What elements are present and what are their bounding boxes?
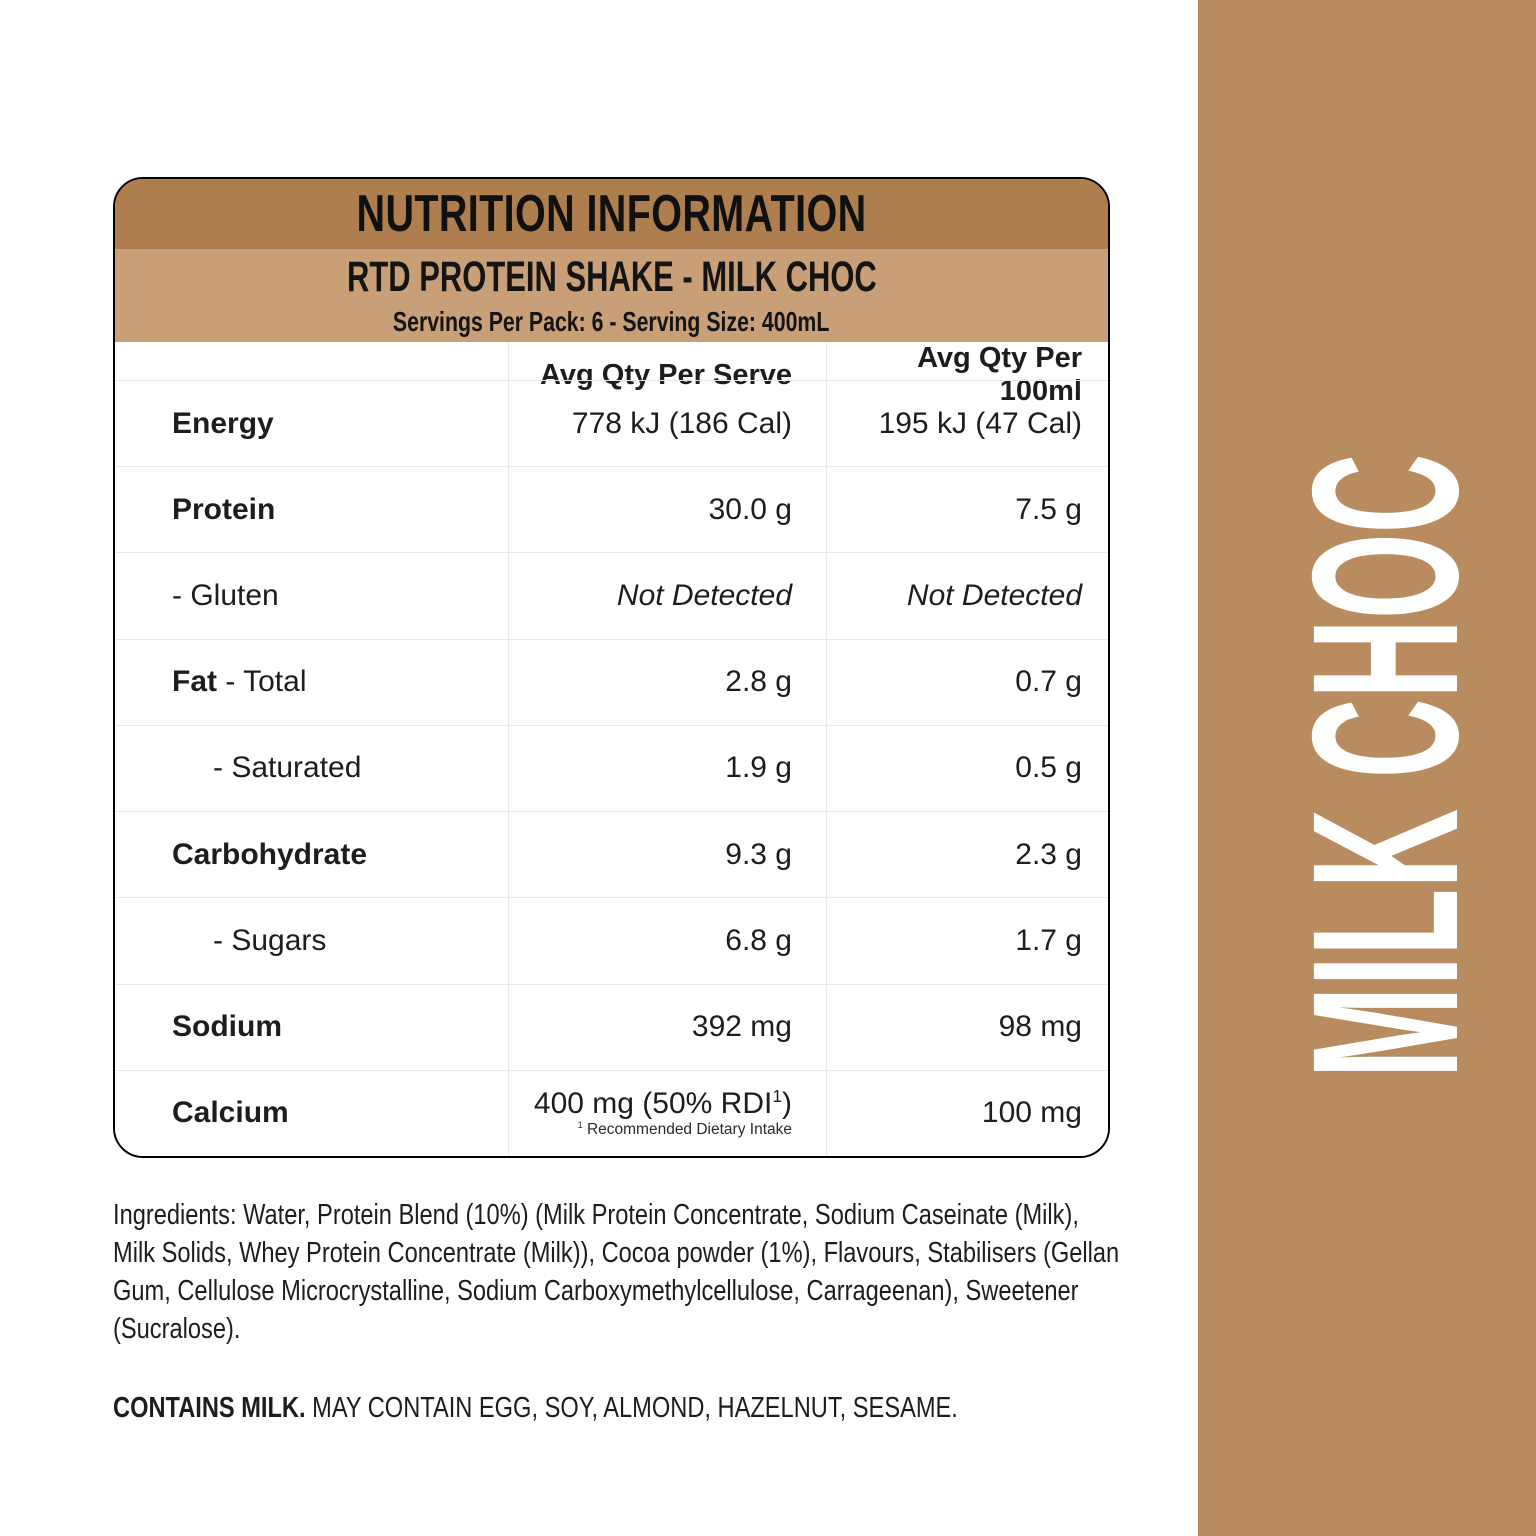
header-per-serve: Avg Qty Per Serve	[508, 342, 826, 408]
row-value-serve: 2.8 g	[508, 639, 826, 725]
product-band: RTD PROTEIN SHAKE - MILK CHOC Servings P…	[115, 249, 1108, 342]
row-value-100ml: 0.7 g	[826, 639, 1107, 725]
row-label: Protein	[172, 492, 276, 526]
table-row-carbohydrate: Carbohydrate 9.3 g 2.3 g	[115, 811, 1108, 898]
row-value-100ml: 100 mg	[826, 1070, 1107, 1156]
row-value-serve: 30.0 g	[508, 467, 826, 553]
servings-info: Servings Per Pack: 6 - Serving Size: 400…	[393, 306, 830, 337]
may-contain-text: MAY CONTAIN EGG, SOY, ALMOND, HAZELNUT, …	[305, 1392, 958, 1424]
footnote-text: Recommended Dietary Intake	[582, 1121, 792, 1139]
ingredients-text: Ingredients: Water, Protein Blend (10%) …	[113, 1199, 1120, 1345]
calcium-value: 400 mg (50% RDI1)	[533, 1086, 792, 1121]
row-label: - Gluten	[172, 579, 279, 613]
row-value-100ml: 2.3 g	[826, 812, 1107, 898]
rdi-footnote: 1 Recommended Dietary Intake	[577, 1119, 792, 1139]
row-value-100ml: 98 mg	[826, 984, 1107, 1070]
row-label: - Sugars	[213, 923, 327, 957]
table-row-protein: Protein 30.0 g 7.5 g	[115, 466, 1108, 553]
row-label: Sodium	[172, 1010, 282, 1044]
row-value-100ml: Not Detected	[826, 553, 1107, 639]
row-value-100ml: 0.5 g	[826, 725, 1107, 812]
calcium-footnote-marker: 1	[772, 1086, 782, 1107]
table-row-sodium: Sodium 392 mg 98 mg	[115, 983, 1108, 1070]
nutrition-title-band: NUTRITION INFORMATION	[115, 179, 1108, 249]
nutrition-panel: NUTRITION INFORMATION RTD PROTEIN SHAKE …	[113, 177, 1110, 1158]
row-label: Carbohydrate	[172, 837, 368, 871]
table-row-gluten: - Gluten Not Detected Not Detected	[115, 552, 1108, 639]
row-value-100ml: 1.7 g	[826, 898, 1107, 984]
table-row-energy: Energy 778 kJ (186 Cal) 195 kJ (47 Cal)	[115, 380, 1108, 467]
row-value-serve: 400 mg (50% RDI1) 1 Recommended Dietary …	[508, 1070, 826, 1156]
row-label-bold: Fat	[172, 665, 217, 699]
row-label: Fat - Total	[115, 640, 508, 725]
row-label: Energy	[172, 406, 274, 440]
table-row-fat-total: Fat - Total 2.8 g 0.7 g	[115, 638, 1108, 725]
row-label-rest: - Total	[217, 665, 307, 699]
row-value-serve: Not Detected	[508, 553, 826, 639]
allergen-statement: CONTAINS MILK. MAY CONTAIN EGG, SOY, ALM…	[113, 1390, 1124, 1426]
nutrition-title: NUTRITION INFORMATION	[356, 185, 867, 243]
table-row-sugars: - Sugars 6.8 g 1.7 g	[115, 897, 1108, 984]
row-value-serve: 1.9 g	[508, 725, 826, 812]
product-name: RTD PROTEIN SHAKE - MILK CHOC	[346, 253, 877, 301]
table-header-row: Avg Qty Per Serve Avg Qty Per 100ml	[115, 342, 1108, 408]
nutrition-table: Avg Qty Per Serve Avg Qty Per 100ml Ener…	[115, 342, 1108, 1156]
row-value-serve: 778 kJ (186 Cal)	[508, 381, 826, 467]
footnote-marker: 1	[577, 1119, 583, 1130]
calcium-value-text: 400 mg (50% RDI	[533, 1087, 773, 1121]
table-row-saturated: - Saturated 1.9 g 0.5 g	[115, 724, 1108, 812]
row-value-100ml: 195 kJ (47 Cal)	[826, 381, 1107, 467]
calcium-value-close: )	[782, 1087, 792, 1121]
row-value-serve: 392 mg	[508, 984, 826, 1070]
flavor-sidebar: MILK CHOC	[1198, 0, 1536, 1536]
row-value-serve: 9.3 g	[508, 812, 826, 898]
row-value-serve: 6.8 g	[508, 898, 826, 984]
flavor-banner-svg: MILK CHOC	[1270, 454, 1502, 1079]
row-label: - Saturated	[213, 751, 362, 785]
contains-milk-text: CONTAINS MILK.	[113, 1392, 306, 1424]
flavor-vertical-text: MILK CHOC	[1270, 454, 1502, 1079]
row-label: Calcium	[172, 1096, 289, 1130]
table-row-calcium: Calcium 400 mg (50% RDI1) 1 Recommended …	[115, 1069, 1108, 1156]
row-value-100ml: 7.5 g	[826, 467, 1107, 553]
